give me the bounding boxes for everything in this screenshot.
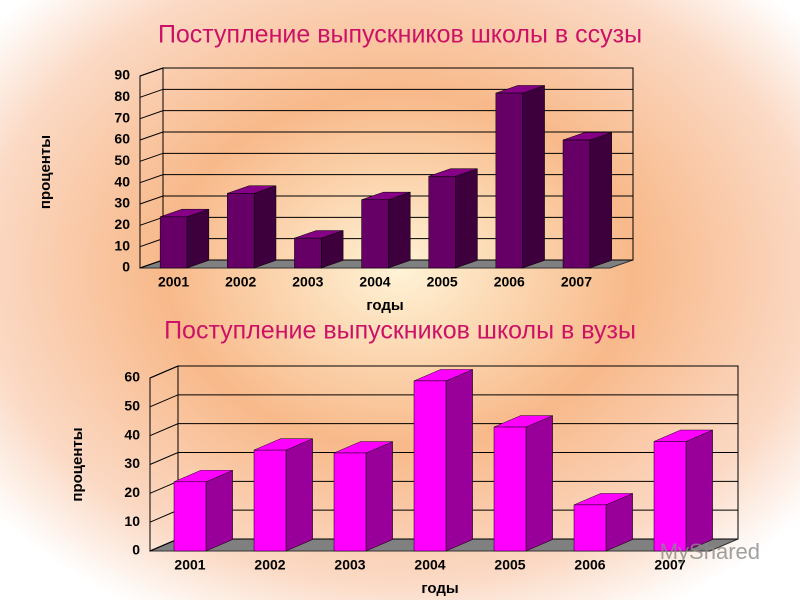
grid-line xyxy=(149,394,738,408)
grid-line xyxy=(139,110,633,120)
grid-line xyxy=(149,365,738,379)
y-tick-label: 30 xyxy=(124,455,140,471)
y-tick-label: 40 xyxy=(124,426,140,442)
bar xyxy=(562,139,591,269)
bar xyxy=(495,92,523,269)
y-tick-label: 40 xyxy=(114,173,130,189)
y-tick-label: 20 xyxy=(124,484,140,500)
x-tick-label: 2005 xyxy=(427,274,458,290)
bar xyxy=(173,481,207,552)
grid-line xyxy=(139,131,633,141)
bar-side xyxy=(445,369,473,552)
y-tick-label: 50 xyxy=(124,398,140,414)
x-tick-label: 2003 xyxy=(334,557,365,573)
bar-side xyxy=(388,191,411,269)
chart-title: Поступление выпускников школы в вузы xyxy=(164,317,636,345)
bar-side xyxy=(455,168,478,269)
x-tick-label: 2004 xyxy=(414,557,445,573)
y-tick-label: 60 xyxy=(114,131,130,147)
y-axis-title: проценты xyxy=(37,135,54,209)
x-tick-label: 2004 xyxy=(359,274,390,290)
y-tick-label: 90 xyxy=(114,67,130,83)
y-tick-label: 70 xyxy=(114,109,130,125)
x-tick-label: 2002 xyxy=(225,274,256,290)
bar xyxy=(653,441,687,552)
bar xyxy=(428,176,456,269)
grid-line xyxy=(139,88,633,98)
y-axis-title: проценты xyxy=(69,427,86,501)
x-axis-title: годы xyxy=(421,580,458,597)
bar xyxy=(493,426,527,552)
bar xyxy=(573,504,607,552)
y-tick-label: 10 xyxy=(114,237,130,253)
y-tick-label: 30 xyxy=(114,195,130,211)
y-tick-label: 0 xyxy=(132,542,140,558)
bar-side xyxy=(205,470,233,552)
bar xyxy=(159,216,188,269)
y-tick-label: 50 xyxy=(114,152,130,168)
bar xyxy=(413,380,447,552)
x-tick-label: 2001 xyxy=(158,274,189,290)
bar xyxy=(227,193,255,269)
bar-side xyxy=(285,438,313,552)
bar-side xyxy=(525,415,553,552)
bar xyxy=(294,237,322,269)
y-tick-label: 60 xyxy=(124,369,140,385)
grid-line xyxy=(139,67,633,77)
y-tick-label: 20 xyxy=(114,216,130,232)
x-tick-label: 2003 xyxy=(292,274,323,290)
x-tick-label: 2006 xyxy=(494,274,525,290)
x-axis-title: годы xyxy=(366,297,403,314)
bar xyxy=(361,199,389,269)
y-tick-label: 10 xyxy=(124,513,140,529)
x-tick-label: 2006 xyxy=(574,557,605,573)
bar-side xyxy=(186,208,210,269)
bar-side xyxy=(365,441,393,552)
bar-side xyxy=(522,85,545,269)
x-tick-label: 2007 xyxy=(654,557,685,573)
x-tick-label: 2007 xyxy=(561,274,592,290)
bar xyxy=(333,452,367,552)
x-tick-label: 2005 xyxy=(494,557,525,573)
bar-side xyxy=(685,429,713,552)
chart-title: Поступление выпускников школы в ссузы xyxy=(158,21,642,49)
y-tick-label: 80 xyxy=(114,88,130,104)
bar-side xyxy=(253,185,277,269)
x-tick-label: 2001 xyxy=(174,557,205,573)
y-tick-label: 0 xyxy=(122,259,130,275)
watermark: MyShared xyxy=(660,539,760,564)
bar xyxy=(253,449,287,552)
grid-line xyxy=(139,152,633,162)
x-tick-label: 2002 xyxy=(254,557,285,573)
bar-side xyxy=(589,132,612,269)
